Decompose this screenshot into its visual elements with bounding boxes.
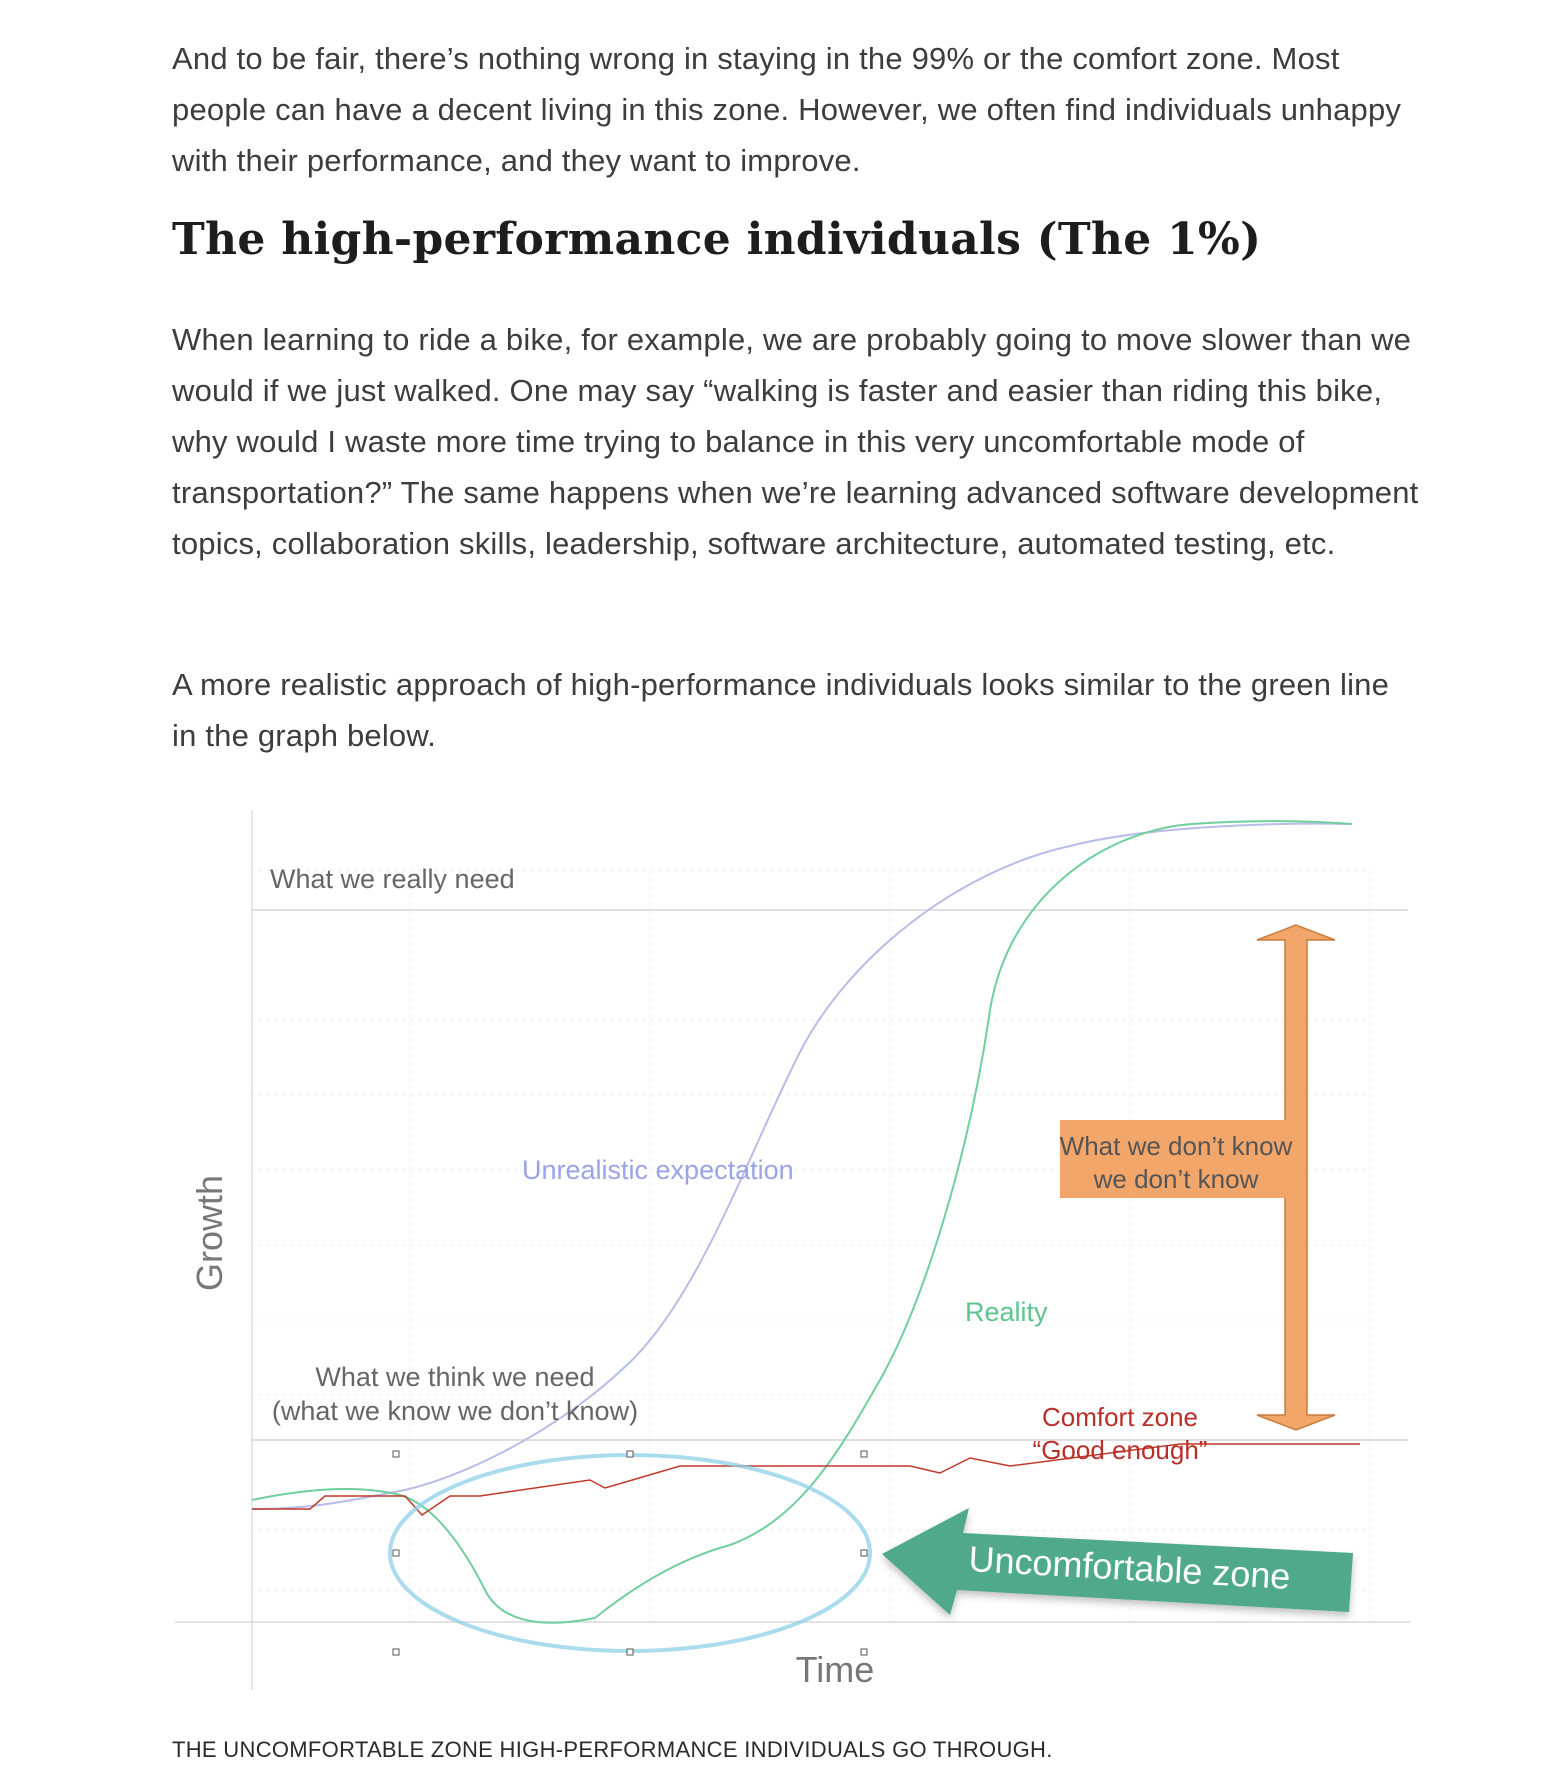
growth-diagram: What we don’t know we don’t know Uncomfo… xyxy=(175,810,1410,1690)
x-axis-label: Time xyxy=(796,1649,875,1690)
section-heading: The high-performance individuals (The 1%… xyxy=(172,214,1262,265)
comfort-zone-label: Comfort zone xyxy=(1042,1402,1198,1432)
dont-know-label: we don’t know xyxy=(1093,1164,1259,1194)
grid xyxy=(250,869,1371,1620)
selection-handles xyxy=(392,1450,868,1656)
dont-know-label: What we don’t know xyxy=(1060,1131,1293,1161)
y-axis-label: Growth xyxy=(189,1175,230,1291)
unrealistic-label: Unrealistic expectation xyxy=(522,1155,794,1185)
comfort-zone-label: “Good enough” xyxy=(1033,1435,1208,1465)
comfort-curve xyxy=(252,1443,1360,1516)
figure-caption: THE UNCOMFORTABLE ZONE HIGH-PERFORMANCE … xyxy=(172,1737,1053,1762)
think-need-label: (what we know we don’t know) xyxy=(272,1396,638,1426)
really-need-label: What we really need xyxy=(270,864,515,894)
dont-know-box xyxy=(1060,1120,1293,1198)
think-need-label: What we think we need xyxy=(315,1362,594,1392)
paragraph: When learning to ride a bike, for exampl… xyxy=(172,322,1419,561)
reality-label: Reality xyxy=(965,1297,1048,1327)
paragraph: A more realistic approach of high-perfor… xyxy=(172,667,1390,753)
reality-curve xyxy=(251,820,1353,1624)
uncomfortable-arrow xyxy=(882,1508,1353,1615)
paragraph: And to be fair, there’s nothing wrong in… xyxy=(172,41,1402,178)
double-arrow xyxy=(1256,924,1336,1431)
unrealistic-curve xyxy=(251,822,1353,1510)
